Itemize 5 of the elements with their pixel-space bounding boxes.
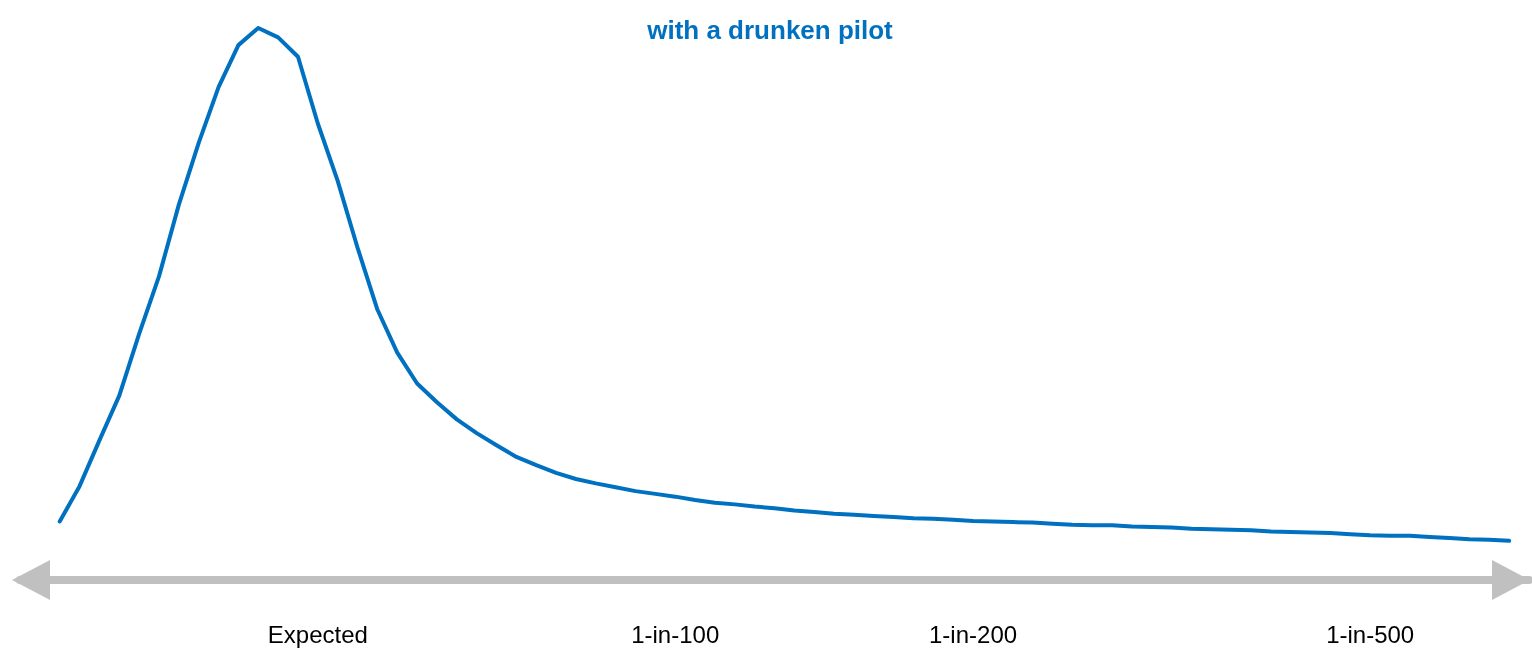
x-tick-label: Expected (267, 620, 368, 648)
chart-title: with a drunken pilot (646, 15, 894, 45)
x-tick-label: 1-in-100 (631, 620, 720, 648)
x-tick-label: 1-in-200 (929, 620, 1018, 648)
x-tick-label: 1-in-500 (1326, 620, 1415, 648)
